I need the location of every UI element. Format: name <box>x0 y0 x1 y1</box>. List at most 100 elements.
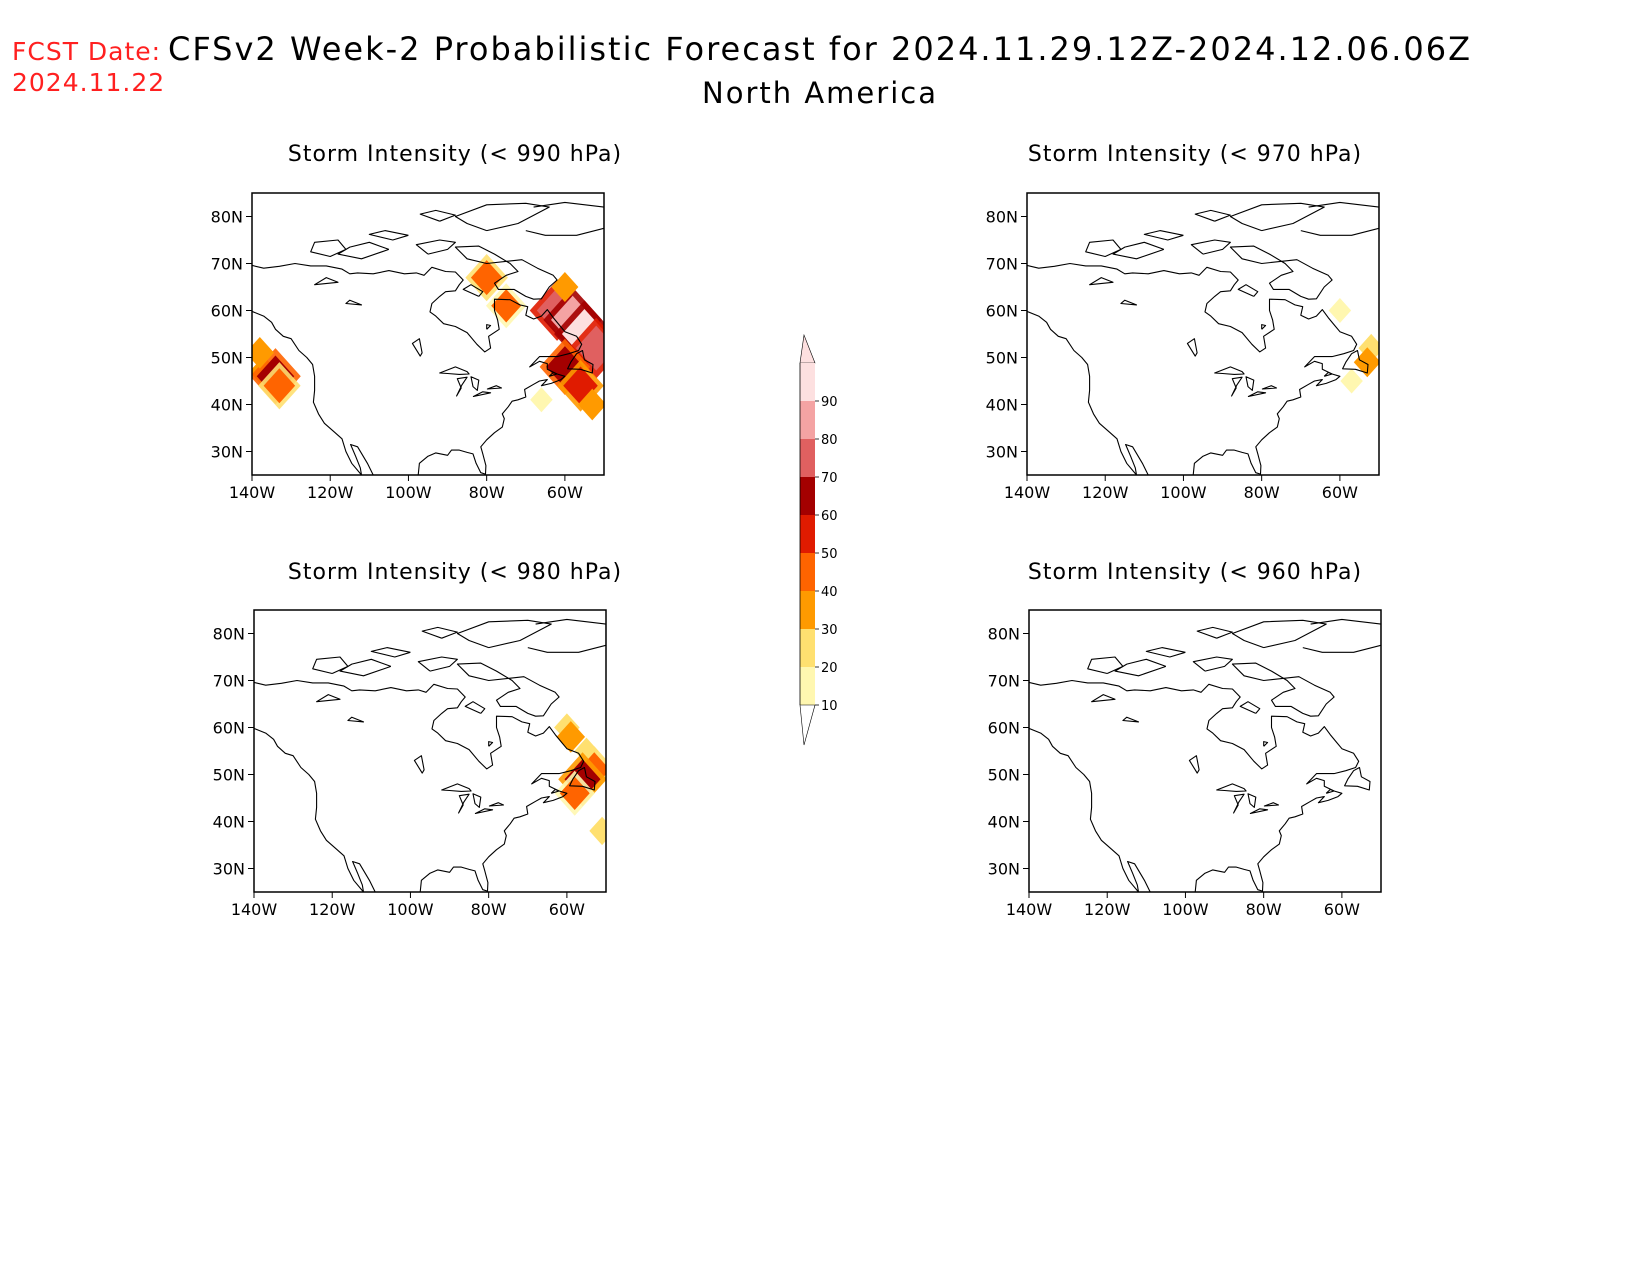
lake-outline <box>314 277 339 286</box>
lon-tick-label: 140W <box>1006 900 1053 919</box>
colorbar-segment <box>800 363 815 401</box>
map-panel-990: 80N 70N 60N 50N 40N 30N 140W 120W 100W 80W 60W <box>211 192 605 502</box>
coastline-east <box>1029 679 1360 892</box>
colorbar-segment <box>800 477 815 515</box>
colorbar-segment <box>800 553 815 591</box>
lat-tick-label: 30N <box>211 443 243 462</box>
coastline-island <box>415 239 456 255</box>
probability-area <box>491 289 522 323</box>
lake-outline <box>458 793 470 814</box>
lat-tick-label: 40N <box>988 813 1020 832</box>
lon-tick-label: 60W <box>549 900 585 919</box>
lat-tick-label: 50N <box>211 349 243 368</box>
fcst-date-label: FCST Date: <box>12 37 162 66</box>
coastline-island <box>1087 656 1124 675</box>
lake-outline <box>1091 694 1116 703</box>
probability-area <box>575 325 604 371</box>
lon-tick-label: 140W <box>231 900 278 919</box>
coastline-island <box>1112 241 1165 260</box>
fcst-date-block: FCST Date: 2024.11.22 <box>12 36 165 98</box>
panel-title-970: Storm Intensity (< 970 hPa) <box>1027 142 1363 167</box>
lat-tick-label: 60N <box>213 719 245 738</box>
map-content <box>252 201 604 475</box>
lat-tick-label: 50N <box>213 766 245 785</box>
coastline-island <box>421 626 458 639</box>
lake-outline <box>1247 793 1257 808</box>
coastline-island <box>1300 201 1379 236</box>
lake-outline <box>1089 277 1114 286</box>
lake-outline <box>411 338 423 357</box>
lat-tick-label: 30N <box>213 860 245 879</box>
coastline-island <box>1231 619 1327 649</box>
coastline-island <box>486 324 492 330</box>
probability-area <box>1340 368 1363 394</box>
colorbar-label: 70 <box>821 471 838 486</box>
coastline-island <box>417 656 458 672</box>
lon-tick-label: 140W <box>229 483 276 502</box>
lake-outline <box>472 391 492 398</box>
probability-area <box>470 260 503 296</box>
lake-outline <box>1245 376 1255 391</box>
coastline-island <box>454 202 550 232</box>
lake-outline <box>1120 299 1138 306</box>
coastline-island <box>488 741 494 747</box>
coastline-island <box>525 201 604 236</box>
lat-tick-label: 30N <box>986 443 1018 462</box>
lat-tick-label: 40N <box>213 813 245 832</box>
coastline-west <box>254 727 376 892</box>
lake-outline <box>1186 338 1198 357</box>
coastline-island <box>310 239 347 258</box>
page-subtitle: North America <box>702 76 938 110</box>
coastline-newfoundland <box>1342 349 1369 374</box>
colorbar-label: 40 <box>821 585 838 600</box>
map-panel-960: 80N 70N 60N 50N 40N 30N 140W 120W 100W 80W 60W <box>988 609 1382 919</box>
lon-tick-label: 120W <box>307 483 354 502</box>
colorbar-cap-top <box>799 333 816 364</box>
coastline-newfoundland <box>569 766 596 791</box>
lon-tick-label: 100W <box>1160 483 1207 502</box>
lat-tick-label: 70N <box>986 255 1018 274</box>
lat-tick-label: 30N <box>988 860 1020 879</box>
coastline-island <box>339 658 392 677</box>
coastline-island <box>550 788 560 794</box>
lat-tick-label: 40N <box>211 396 243 415</box>
coastline-island <box>464 701 486 714</box>
colorbar-segment <box>800 515 815 553</box>
lon-tick-label: 60W <box>1322 483 1358 502</box>
coastline-east <box>254 679 585 892</box>
lake-outline <box>470 376 480 391</box>
lake-outline <box>1122 716 1140 723</box>
lake-outline <box>456 376 468 397</box>
lat-tick-label: 80N <box>213 625 245 644</box>
coastline-newfoundland <box>1344 766 1371 791</box>
coastline-island <box>1194 209 1231 222</box>
lat-tick-label: 50N <box>986 349 1018 368</box>
map-content <box>254 618 606 892</box>
colorbar-label: 80 <box>821 433 838 448</box>
coastline-island <box>1196 626 1233 639</box>
lake-outline <box>472 793 482 808</box>
lake-outline <box>441 783 472 792</box>
lake-outline <box>1247 391 1267 398</box>
lake-outline <box>1231 376 1243 397</box>
coastline-island <box>1237 284 1259 297</box>
lake-outline <box>347 716 365 723</box>
map-frame <box>251 192 605 476</box>
probability-area <box>551 272 579 302</box>
coastline-baffin <box>1229 245 1333 300</box>
coastline-west <box>1027 310 1149 475</box>
lake-outline <box>1233 793 1245 814</box>
coastline-island <box>1114 658 1167 677</box>
lake-outline <box>488 802 505 807</box>
coastline-west <box>1029 727 1151 892</box>
lon-tick-label: 60W <box>547 483 583 502</box>
coastline-island <box>337 241 390 260</box>
coastline-island <box>1190 239 1231 255</box>
probability-area <box>530 387 553 413</box>
probability-area <box>252 336 275 369</box>
lat-tick-label: 70N <box>211 255 243 274</box>
coastline-island <box>1143 230 1184 241</box>
lat-tick-label: 60N <box>988 719 1020 738</box>
coastline-island <box>1325 788 1335 794</box>
coastline-island <box>548 371 558 377</box>
